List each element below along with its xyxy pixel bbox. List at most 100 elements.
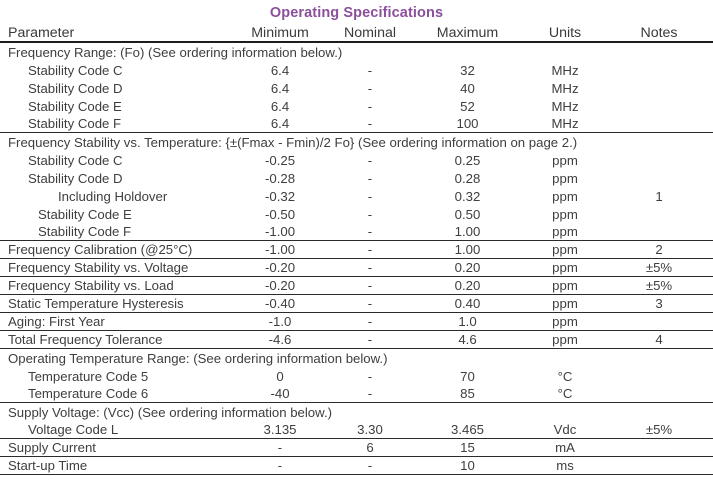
column-header-notes: Notes — [640, 24, 678, 41]
cell-minimum: -0.20 — [264, 278, 296, 293]
cell-units: ppm — [552, 314, 578, 329]
cell-maximum: 1.00 — [454, 242, 481, 257]
cell-parameter: Stability Code E — [28, 98, 122, 114]
cell-nominal: - — [367, 152, 373, 168]
column-header-nominal: Nominal — [343, 24, 397, 41]
cell-nominal: - — [367, 80, 373, 96]
cell-parameter: Voltage Code L — [28, 422, 119, 437]
cell-minimum: -1.00 — [264, 224, 296, 239]
cell-maximum: 4.6 — [458, 332, 477, 347]
cell-nominal: - — [367, 224, 373, 239]
cell-parameter: Total Frequency Tolerance — [8, 332, 163, 347]
cell-minimum: 6.4 — [270, 62, 290, 78]
cell-maximum: 1.00 — [454, 224, 481, 239]
cell-maximum: 1.0 — [458, 314, 477, 329]
cell-units: MHz — [551, 80, 579, 96]
cell-minimum: -0.20 — [264, 260, 296, 275]
table-row: Stability Code F 6.4 - 100 MHz — [0, 115, 713, 133]
table-row: Frequency Calibration (@25°C) -1.00-1.00 p… — [0, 241, 713, 259]
cell-minimum: -1.0 — [268, 314, 292, 329]
cell-maximum: 0.40 — [454, 296, 481, 311]
cell-nominal: - — [367, 458, 373, 473]
cell-units: ppm — [552, 188, 578, 204]
cell-nominal: - — [367, 206, 373, 222]
cell-nominal: - — [367, 98, 373, 114]
cell-notes: ±5% — [645, 278, 673, 293]
cell-minimum: - — [277, 440, 283, 455]
cell-units: ppm — [552, 278, 578, 293]
section-label: Supply Voltage: (Vcc) (See ordering info… — [8, 404, 332, 420]
section-label: Frequency Range: (Fo) (See ordering info… — [8, 44, 343, 60]
cell-parameter: Start-up Time — [8, 458, 88, 473]
table-row: Voltage Code L 3.135 3.30 3.465 Vdc ±5% — [0, 421, 713, 439]
cell-parameter: Stability Code D — [28, 170, 123, 186]
cell-units: ppm — [552, 224, 578, 239]
cell-units: MHz — [551, 98, 579, 114]
cell-maximum: 0.28 — [454, 170, 481, 186]
cell-units: ppm — [552, 170, 578, 186]
cell-units: ppm — [552, 296, 578, 311]
cell-units: ppm — [552, 332, 578, 347]
cell-parameter: Stability Code C — [28, 152, 123, 168]
cell-notes: ±5% — [645, 422, 673, 437]
cell-nominal: - — [367, 62, 373, 78]
cell-units: ppm — [552, 152, 578, 168]
cell-minimum: 6.4 — [270, 98, 290, 114]
cell-parameter: Including Holdover — [58, 188, 168, 204]
cell-minimum: -0.50 — [264, 206, 296, 222]
cell-nominal: - — [367, 188, 373, 204]
cell-minimum: -0.28 — [264, 170, 296, 186]
table-row: Temperature Code 6 -40 - 85 °C — [0, 385, 713, 403]
cell-minimum: 0 — [276, 368, 284, 384]
cell-maximum: 32 — [460, 62, 475, 78]
cell-nominal: - — [367, 242, 373, 257]
table-row: Stability Code E -0.50-0.50 ppm — [0, 205, 713, 223]
table-row: Including Holdover -0.32-0.32 ppm 1 — [0, 187, 713, 205]
cell-nominal: - — [367, 116, 373, 131]
cell-minimum: 6.4 — [270, 116, 290, 131]
cell-parameter: Stability Code D — [28, 80, 123, 96]
section-header-row: Frequency Stability vs. Temperature: {±(… — [0, 133, 713, 151]
table-row: Aging: First Year -1.0-1.0 ppm — [0, 313, 713, 331]
cell-minimum: -0.40 — [264, 296, 296, 311]
cell-maximum: 3.465 — [450, 422, 484, 437]
cell-units: ppm — [552, 242, 578, 257]
cell-minimum: - — [277, 458, 283, 473]
table-row: Static Temperature Hysteresis -0.40-0.40 p… — [0, 295, 713, 313]
cell-parameter: Frequency Calibration (@25°C) — [8, 242, 193, 257]
cell-parameter: Frequency Stability vs. Voltage — [8, 260, 189, 275]
cell-nominal: - — [367, 368, 373, 384]
section-header-row: Frequency Range: (Fo) (See ordering info… — [0, 43, 713, 61]
table-body: Frequency Range: (Fo) (See ordering info… — [0, 43, 713, 475]
table-row: Stability Code D 6.4 - 40 MHz — [0, 79, 713, 97]
cell-maximum: 0.20 — [454, 260, 481, 275]
cell-maximum: 70 — [460, 368, 475, 384]
table-row: Stability Code C -0.25-0.25 ppm — [0, 151, 713, 169]
page-title: Operating Specifications — [269, 5, 444, 21]
section-label: Frequency Stability vs. Temperature: {±(… — [8, 134, 578, 150]
cell-notes: 2 — [655, 242, 663, 257]
cell-parameter: Stability Code F — [28, 116, 122, 131]
cell-parameter: Frequency Stability vs. Load — [8, 278, 174, 293]
cell-nominal: 6 — [366, 440, 374, 455]
cell-parameter: Stability Code E — [38, 206, 132, 222]
cell-minimum: -0.25 — [264, 152, 296, 168]
cell-notes: 3 — [655, 296, 663, 311]
cell-parameter: Stability Code F — [38, 224, 132, 239]
table-row: Total Frequency Tolerance -4.6-4.6 ppm 4 — [0, 331, 713, 349]
cell-notes: ±5% — [645, 260, 673, 275]
cell-units: Vdc — [553, 422, 577, 437]
cell-units: ppm — [552, 260, 578, 275]
cell-units: °C — [557, 368, 573, 384]
table-row: Stability Code F -1.00-1.00 ppm — [0, 223, 713, 241]
cell-nominal: - — [367, 386, 373, 401]
cell-maximum: 100 — [456, 116, 479, 131]
column-header-parameter: Parameter — [8, 24, 75, 41]
cell-parameter: Temperature Code 5 — [28, 368, 149, 384]
table-row: Stability Code C 6.4 - 32 MHz — [0, 61, 713, 79]
cell-maximum: 85 — [460, 386, 475, 401]
cell-maximum: 52 — [460, 98, 475, 114]
cell-nominal: - — [367, 296, 373, 311]
table-row: Stability Code D -0.28-0.28 ppm — [0, 169, 713, 187]
